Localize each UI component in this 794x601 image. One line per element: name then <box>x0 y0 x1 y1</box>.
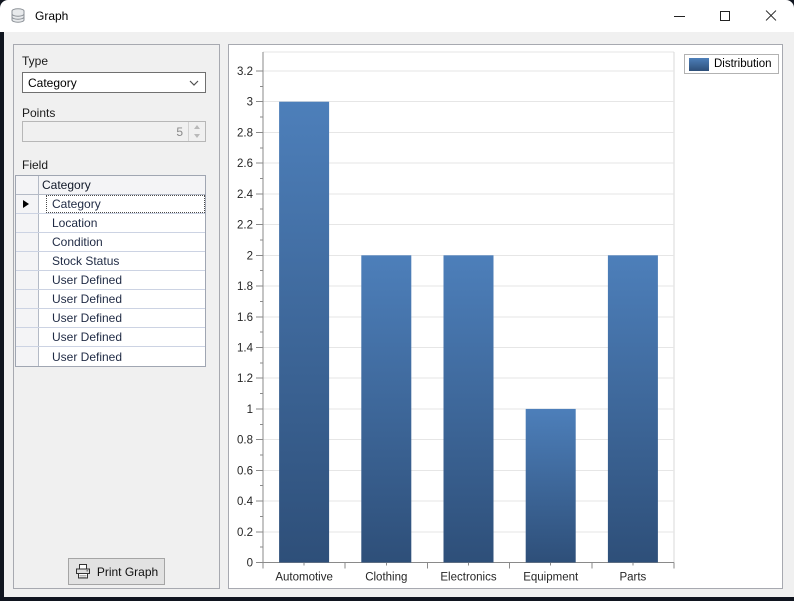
legend-series-label: Distribution <box>714 58 772 70</box>
row-selector-cell[interactable] <box>16 233 39 251</box>
row-selector-cell[interactable] <box>16 195 39 213</box>
controls-panel: Type Category Points 5 Field Category Ca… <box>13 44 220 589</box>
row-selector-cell[interactable] <box>16 309 39 327</box>
table-row[interactable]: Location <box>16 214 205 233</box>
database-icon <box>11 8 25 23</box>
close-button[interactable] <box>748 0 794 32</box>
field-cell-text: User Defined <box>52 349 123 364</box>
field-label: Field <box>22 158 49 172</box>
print-graph-button[interactable]: Print Graph <box>68 558 165 585</box>
points-stepper[interactable]: 5 <box>22 121 206 142</box>
bar-chart: 0 0.2 0.4 0.6 0.8 1 1.2 1.4 1.6 1.8 2 2.2 2.4 2.6 2.8 3… <box>237 51 675 584</box>
svg-text:1.2: 1.2 <box>237 373 253 385</box>
svg-text:2: 2 <box>247 250 253 262</box>
minimize-icon <box>673 15 685 17</box>
title-bar: Graph <box>0 0 794 32</box>
chart-panel: 0 0.2 0.4 0.6 0.8 1 1.2 1.4 1.6 1.8 2 2.2 2.4 2.6 2.8 3… <box>228 44 783 589</box>
row-selector-cell[interactable] <box>16 252 39 270</box>
legend-swatch-icon <box>689 57 709 71</box>
svg-text:1.4: 1.4 <box>237 342 254 354</box>
points-label: Points <box>22 106 56 120</box>
row-selector-cell[interactable] <box>16 347 39 366</box>
field-cell[interactable]: User Defined <box>39 309 205 327</box>
row-selector-cell[interactable] <box>16 328 39 346</box>
row-selector-cell[interactable] <box>16 214 39 232</box>
svg-text:3.2: 3.2 <box>237 66 253 78</box>
svg-text:0.6: 0.6 <box>237 465 253 477</box>
svg-text:0.4: 0.4 <box>237 496 254 508</box>
svg-text:2.2: 2.2 <box>237 220 253 232</box>
field-cell-text: Category <box>46 195 205 213</box>
maximize-icon <box>720 11 730 21</box>
window-body: Type Category Points 5 Field Category Ca… <box>4 32 794 597</box>
row-selector-cell[interactable] <box>16 271 39 289</box>
field-grid-header: Category <box>16 176 205 195</box>
row-selector-cell[interactable] <box>16 290 39 308</box>
field-cell[interactable]: Condition <box>39 233 205 251</box>
svg-text:0.2: 0.2 <box>237 527 253 539</box>
svg-text:Parts: Parts <box>619 572 646 584</box>
table-row[interactable]: User Defined <box>16 309 205 328</box>
table-row[interactable]: User Defined <box>16 347 205 366</box>
points-decrement-button[interactable] <box>189 132 205 142</box>
field-cell[interactable]: User Defined <box>39 290 205 308</box>
svg-text:1: 1 <box>247 404 253 416</box>
table-row[interactable]: User Defined <box>16 328 205 347</box>
table-row[interactable]: User Defined <box>16 271 205 290</box>
field-grid: Category Category Location Condition Stock … <box>15 175 206 367</box>
print-graph-label: Print Graph <box>96 564 159 579</box>
svg-text:Clothing: Clothing <box>365 572 407 584</box>
field-cell-text: User Defined <box>52 311 123 325</box>
table-row[interactable]: Condition <box>16 233 205 252</box>
arrow-down-icon <box>194 134 200 139</box>
arrow-up-icon <box>194 124 200 129</box>
field-cell[interactable]: User Defined <box>39 328 205 346</box>
field-cell[interactable]: User Defined <box>39 271 205 289</box>
svg-text:2.6: 2.6 <box>237 158 253 170</box>
chevron-down-icon <box>189 80 199 86</box>
svg-text:1.6: 1.6 <box>237 312 253 324</box>
close-icon <box>765 10 777 22</box>
grid-column-header[interactable]: Category <box>42 178 91 192</box>
field-cell-text: Location <box>52 216 98 230</box>
field-cell-text: User Defined <box>52 292 123 306</box>
field-cell[interactable]: Category <box>39 195 205 213</box>
svg-text:0.8: 0.8 <box>237 435 253 447</box>
points-value: 5 <box>176 124 183 139</box>
points-increment-button[interactable] <box>189 122 205 132</box>
field-cell-text: User Defined <box>52 330 123 344</box>
field-cell-text: User Defined <box>52 273 123 287</box>
grid-corner-cell <box>16 176 39 194</box>
table-row[interactable]: Stock Status <box>16 252 205 271</box>
svg-text:2.8: 2.8 <box>237 127 253 139</box>
svg-text:Electronics: Electronics <box>440 572 496 584</box>
field-cell-text: Stock Status <box>52 254 120 268</box>
field-cell[interactable]: User Defined <box>39 347 205 366</box>
svg-text:Equipment: Equipment <box>523 572 579 584</box>
type-combobox[interactable]: Category <box>22 72 206 93</box>
current-row-arrow-icon <box>23 200 29 208</box>
minimize-button[interactable] <box>656 0 702 32</box>
svg-text:3: 3 <box>247 97 253 109</box>
table-row[interactable]: Category <box>16 195 205 214</box>
maximize-button[interactable] <box>702 0 748 32</box>
printer-icon <box>75 564 90 579</box>
svg-text:Automotive: Automotive <box>275 572 333 584</box>
svg-text:1.8: 1.8 <box>237 281 253 293</box>
field-cell[interactable]: Stock Status <box>39 252 205 270</box>
type-combobox-value: Category <box>28 75 77 90</box>
chart-legend: Distribution <box>684 54 779 74</box>
type-label: Type <box>22 54 49 68</box>
table-row[interactable]: User Defined <box>16 290 205 309</box>
window-title: Graph <box>35 9 69 23</box>
svg-text:2.4: 2.4 <box>237 189 254 201</box>
field-cell-text: Condition <box>52 235 103 249</box>
field-grid-rows: Category Location Condition Stock Status Use… <box>16 195 205 366</box>
field-cell[interactable]: Location <box>39 214 205 232</box>
svg-text:0: 0 <box>247 558 253 570</box>
